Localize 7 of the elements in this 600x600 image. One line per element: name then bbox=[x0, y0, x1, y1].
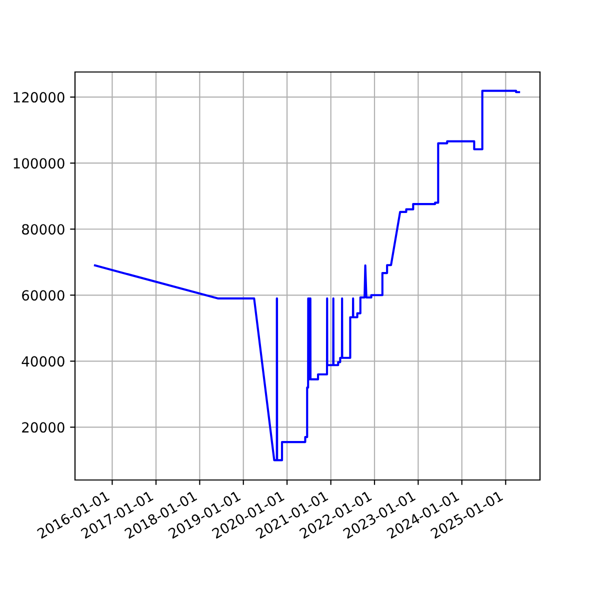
y-tick-label: 120000 bbox=[14, 92, 64, 103]
y-tick-label: 60000 bbox=[22, 290, 64, 301]
y-tick-label: 80000 bbox=[22, 224, 64, 235]
line-series bbox=[94, 90, 520, 462]
y-tick-label: 100000 bbox=[14, 158, 64, 169]
y-tick-label: 40000 bbox=[22, 356, 64, 367]
y-tick-label: 20000 bbox=[22, 422, 64, 433]
